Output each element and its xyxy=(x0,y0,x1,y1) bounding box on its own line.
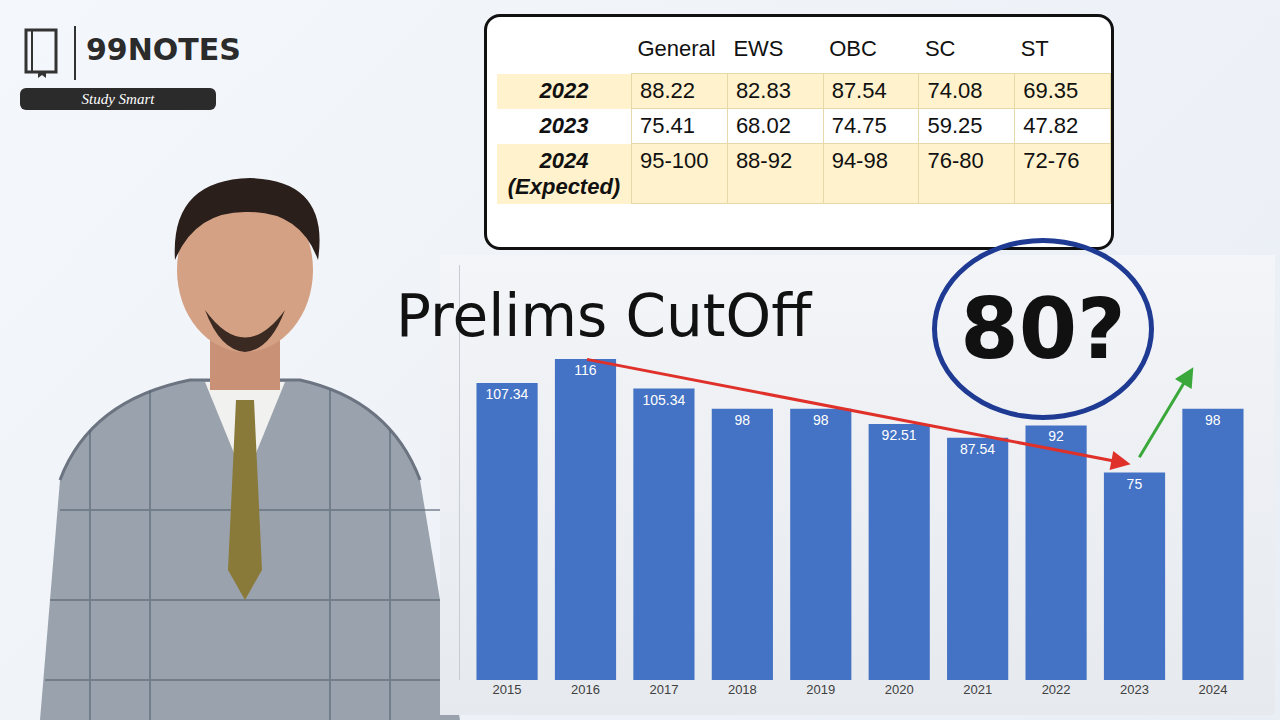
svg-text:2020: 2020 xyxy=(885,682,914,697)
html-text:74.75: 74.75 xyxy=(831,113,887,138)
html-text:94-98: 94-98 xyxy=(831,148,888,173)
html-text:80?: 80? xyxy=(960,280,1126,378)
html-text:2022: 2022 xyxy=(539,77,589,103)
html-text:82.83: 82.83 xyxy=(735,78,791,103)
html-text:95-100: 95-100 xyxy=(639,148,709,173)
html-text:General: General xyxy=(637,36,716,61)
html-text:2023: 2023 xyxy=(539,112,589,138)
html-text:2024 (Expected): 2024 (Expected) xyxy=(507,147,621,199)
svg-text:2021: 2021 xyxy=(963,682,992,697)
svg-text:92.51: 92.51 xyxy=(882,427,917,443)
html-text:69.35: 69.35 xyxy=(1023,78,1079,103)
svg-text:75: 75 xyxy=(1127,476,1143,492)
svg-text:2018: 2018 xyxy=(728,682,757,697)
html-text:OBC: OBC xyxy=(829,36,877,61)
html-text:47.82: 47.82 xyxy=(1023,113,1079,138)
html-text:99NOTES: 99NOTES xyxy=(86,32,241,67)
svg-text:92: 92 xyxy=(1048,428,1064,444)
svg-text:116: 116 xyxy=(574,362,597,378)
html-text:Prelims CutOff: Prelims CutOff xyxy=(396,282,812,350)
html-text:SC: SC xyxy=(924,36,956,61)
svg-text:2019: 2019 xyxy=(806,682,835,697)
svg-text:2024: 2024 xyxy=(1198,682,1227,697)
html-text:88-92: 88-92 xyxy=(735,148,793,173)
html-text:72-76: 72-76 xyxy=(1023,148,1080,173)
svg-text:2017: 2017 xyxy=(649,682,678,697)
svg-text:2022: 2022 xyxy=(1042,682,1071,697)
html-text:Study Smart: Study Smart xyxy=(81,91,155,107)
svg-text:2016: 2016 xyxy=(571,682,600,697)
html-text:75.41: 75.41 xyxy=(639,113,695,138)
svg-text:107.34: 107.34 xyxy=(486,386,529,402)
svg-text:98: 98 xyxy=(1205,412,1221,428)
html-text:ST: ST xyxy=(1020,36,1049,61)
svg-text:98: 98 xyxy=(734,412,750,428)
html-text:59.25: 59.25 xyxy=(927,113,983,138)
html-text:74.08: 74.08 xyxy=(927,78,983,103)
svg-text:105.34: 105.34 xyxy=(642,392,685,408)
html-text:68.02: 68.02 xyxy=(735,113,791,138)
html-text:EWS: EWS xyxy=(733,36,784,61)
svg-text:98: 98 xyxy=(813,412,829,428)
html-text:76-80: 76-80 xyxy=(927,148,984,173)
svg-text:2023: 2023 xyxy=(1120,682,1149,697)
html-text:88.22: 88.22 xyxy=(639,78,695,103)
html-text:87.54: 87.54 xyxy=(831,78,887,103)
svg-text:2015: 2015 xyxy=(493,682,522,697)
svg-text:87.54: 87.54 xyxy=(960,441,995,457)
